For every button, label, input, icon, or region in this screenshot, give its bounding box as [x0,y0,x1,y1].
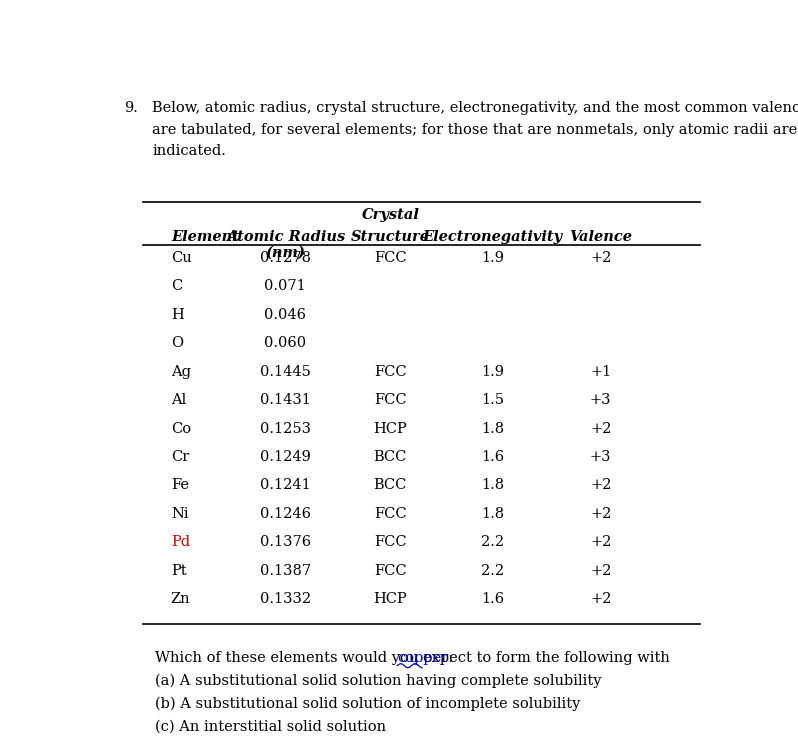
Text: +2: +2 [590,507,611,521]
Text: +3: +3 [590,450,611,464]
Text: 0.1249: 0.1249 [260,450,310,464]
Text: FCC: FCC [374,393,407,407]
Text: Co: Co [171,421,191,435]
Text: Electronegativity: Electronegativity [422,230,563,244]
Text: 0.1241: 0.1241 [260,478,310,492]
Text: FCC: FCC [374,507,407,521]
Text: +2: +2 [590,535,611,549]
Text: +2: +2 [590,421,611,435]
Text: FCC: FCC [374,535,407,549]
Text: copper:: copper: [397,651,453,665]
Text: Cr: Cr [171,450,189,464]
Text: 0.1376: 0.1376 [259,535,311,549]
Text: 0.1253: 0.1253 [260,421,310,435]
Text: +3: +3 [590,393,611,407]
Text: 1.6: 1.6 [481,592,504,606]
Text: 0.060: 0.060 [264,336,306,350]
Text: 1.5: 1.5 [481,393,504,407]
Text: (b) A substitutional solid solution of incomplete solubility: (b) A substitutional solid solution of i… [156,696,581,711]
Text: Below, atomic radius, crystal structure, electronegativity, and the most common : Below, atomic radius, crystal structure,… [152,101,798,115]
Text: Structure: Structure [351,230,430,244]
Text: C: C [171,279,182,293]
Text: 1.9: 1.9 [481,364,504,378]
Text: O: O [171,336,183,350]
Text: 0.1246: 0.1246 [260,507,310,521]
Text: Pt: Pt [171,564,187,578]
Text: 1.6: 1.6 [481,450,504,464]
Text: BCC: BCC [373,478,407,492]
Text: +1: +1 [590,364,611,378]
Text: 2.2: 2.2 [481,564,504,578]
Text: +2: +2 [590,478,611,492]
Text: 1.8: 1.8 [481,421,504,435]
Text: Atomic Radius
(nm): Atomic Radius (nm) [226,230,345,260]
Text: +2: +2 [590,251,611,265]
Text: Element: Element [171,230,239,244]
Text: Valence: Valence [569,230,632,244]
Text: 1.9: 1.9 [481,251,504,265]
Text: Zn: Zn [171,592,191,606]
Text: (a) A substitutional solid solution having complete solubility: (a) A substitutional solid solution havi… [156,674,602,688]
Text: H: H [171,307,184,321]
Text: HCP: HCP [373,592,407,606]
Text: Crystal: Crystal [361,208,420,222]
Text: Pd: Pd [171,535,190,549]
Text: BCC: BCC [373,450,407,464]
Text: (c) An interstitial solid solution: (c) An interstitial solid solution [156,719,386,733]
Text: Al: Al [171,393,186,407]
Text: 0.1431: 0.1431 [260,393,310,407]
Text: FCC: FCC [374,251,407,265]
Text: Ni: Ni [171,507,188,521]
Text: 0.1278: 0.1278 [260,251,310,265]
Text: 0.046: 0.046 [264,307,306,321]
Text: +2: +2 [590,592,611,606]
Text: 0.1387: 0.1387 [259,564,311,578]
Text: Ag: Ag [171,364,191,378]
Text: Cu: Cu [171,251,192,265]
Text: Fe: Fe [171,478,189,492]
Text: 0.071: 0.071 [264,279,306,293]
Text: +2: +2 [590,564,611,578]
Text: FCC: FCC [374,364,407,378]
Text: 2.2: 2.2 [481,535,504,549]
Text: 9.: 9. [124,101,138,115]
Text: 0.1332: 0.1332 [259,592,311,606]
Text: indicated.: indicated. [152,144,226,158]
Text: 1.8: 1.8 [481,507,504,521]
Text: HCP: HCP [373,421,407,435]
Text: 1.8: 1.8 [481,478,504,492]
Text: FCC: FCC [374,564,407,578]
Text: Which of these elements would you expect to form the following with: Which of these elements would you expect… [156,651,675,665]
Text: are tabulated, for several elements; for those that are nonmetals, only atomic r: are tabulated, for several elements; for… [152,123,797,137]
Text: 0.1445: 0.1445 [260,364,310,378]
